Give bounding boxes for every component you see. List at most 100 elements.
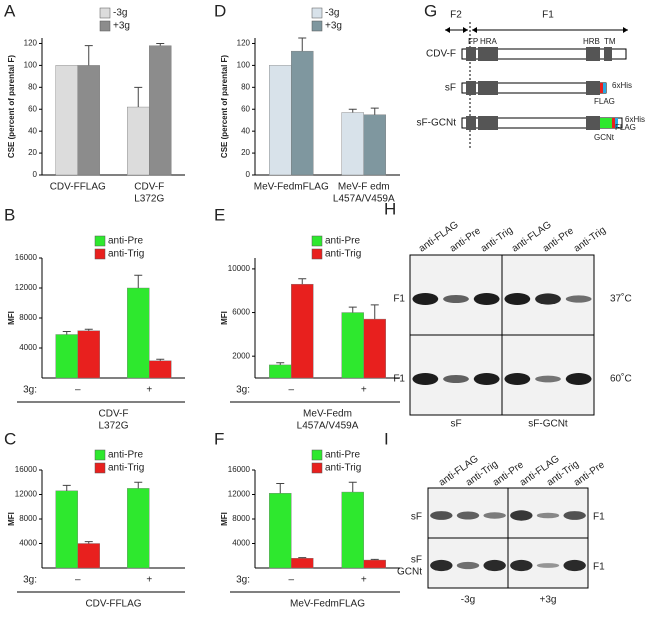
y-axis-label: CSE (percent of parental F) — [220, 55, 229, 158]
legend-swatch — [94, 462, 106, 474]
error-bar — [298, 557, 307, 559]
y-tick-label: 4000 — [19, 539, 37, 548]
bar — [77, 65, 100, 176]
group-label: MeV-Fedm — [303, 409, 352, 420]
x-tick-label: MeV-FedmFLAG — [254, 182, 329, 193]
legend-label: -3g — [113, 8, 127, 19]
panel-letter: E — [214, 205, 225, 224]
error-bar — [348, 108, 357, 113]
x-tick-label: – — [288, 575, 294, 586]
bar — [341, 491, 364, 569]
blot-band — [535, 293, 561, 305]
panel-letter: A — [4, 1, 16, 20]
tag-label: 6xHis — [625, 115, 645, 124]
y-tick-label: 16000 — [15, 465, 38, 474]
x-tick-label: – — [75, 385, 81, 396]
group-label: MeV-FedmFLAG — [290, 599, 365, 610]
error-bar — [348, 481, 357, 493]
bar — [127, 488, 150, 569]
y-tick-label: 8000 — [19, 514, 37, 523]
legend-label: +3g — [113, 21, 130, 32]
bar — [77, 330, 100, 379]
construct — [461, 117, 623, 129]
y-axis-label: MFI — [220, 512, 229, 526]
sample-label: sF — [411, 512, 422, 523]
band-label: F1 — [393, 294, 405, 305]
bar — [363, 114, 386, 176]
error-bar — [84, 328, 93, 331]
domains — [466, 47, 612, 130]
y-tick-label: 4000 — [19, 343, 37, 352]
bar — [269, 493, 292, 569]
legend-label: anti-Pre — [325, 236, 360, 247]
error-bar — [62, 484, 71, 491]
y-tick-label: 60 — [241, 104, 250, 113]
tag-label: GCNt — [594, 133, 615, 142]
bar — [127, 287, 150, 379]
construct-diagram: F2 F1 FP HRA HRB TM CDV-F sF sF-GCNt 6xH… — [417, 10, 645, 150]
y-tick-label: 80 — [28, 82, 37, 91]
x-tick-label: – — [288, 385, 294, 396]
y-tick-label: 8000 — [19, 313, 37, 322]
blot-band — [535, 375, 561, 383]
lane-label: anti-Trig — [572, 225, 608, 255]
error-bar — [370, 558, 379, 561]
blot-band — [443, 295, 469, 303]
blot-band — [563, 511, 586, 520]
panel-letter: B — [4, 205, 15, 224]
blot-band — [504, 293, 531, 305]
blot-band — [565, 373, 592, 385]
legend-swatch — [311, 248, 323, 260]
y-tick-label: 120 — [24, 39, 38, 48]
y-axis-label: CSE (percent of parental F) — [7, 55, 16, 158]
blot-band — [536, 512, 560, 519]
error-bar — [156, 358, 165, 361]
y-tick-label: 40 — [28, 126, 37, 135]
error-bar — [298, 278, 307, 285]
bar — [149, 360, 172, 379]
error-bar — [84, 45, 93, 66]
legend-label: -3g — [325, 8, 339, 19]
tag-label: FLAG — [594, 97, 615, 106]
x-tick-label: CDV-F — [134, 182, 164, 193]
y-tick-label: 0 — [246, 170, 251, 179]
band-label: F1 — [393, 374, 405, 385]
blot-band — [456, 511, 480, 520]
group-label: L457A/V459A — [297, 421, 359, 432]
error-bar — [276, 362, 285, 365]
blot-band — [430, 559, 453, 572]
band-label: F1 — [593, 562, 605, 573]
region-label: F2 — [450, 10, 462, 21]
legend-label: anti-Trig — [108, 463, 144, 474]
arrowhead — [445, 27, 450, 33]
condition-label: 37˚C — [610, 293, 632, 305]
error-bar — [84, 541, 93, 544]
blot-band — [443, 375, 469, 383]
panel-letter: H — [384, 199, 396, 218]
region-label: F1 — [542, 10, 554, 21]
x-axis-label: 3g: — [23, 575, 37, 586]
legend-swatch — [311, 462, 323, 474]
condition-label: +3g — [540, 595, 557, 606]
bar — [55, 490, 78, 569]
group-label: CDV-F — [99, 409, 129, 420]
y-tick-label: 16000 — [228, 465, 251, 474]
y-tick-label: 12000 — [228, 490, 251, 499]
row-label: sF — [445, 83, 456, 94]
lane-label: anti-Trig — [479, 225, 515, 255]
sample-label: GCNt — [397, 567, 422, 578]
y-tick-label: 4000 — [232, 539, 250, 548]
error-bar — [134, 274, 143, 288]
domain-label: TM — [604, 37, 616, 46]
legend-label: anti-Pre — [108, 450, 143, 461]
bar — [127, 106, 150, 176]
blot-band — [510, 510, 533, 521]
bar — [341, 112, 364, 176]
legend-swatch — [311, 20, 323, 32]
band-label: F1 — [593, 512, 605, 523]
error-bar — [134, 86, 143, 108]
flag-tag — [600, 83, 603, 93]
x-tick-label: L372G — [134, 194, 164, 205]
bar — [269, 364, 292, 379]
blot-band — [412, 293, 439, 305]
